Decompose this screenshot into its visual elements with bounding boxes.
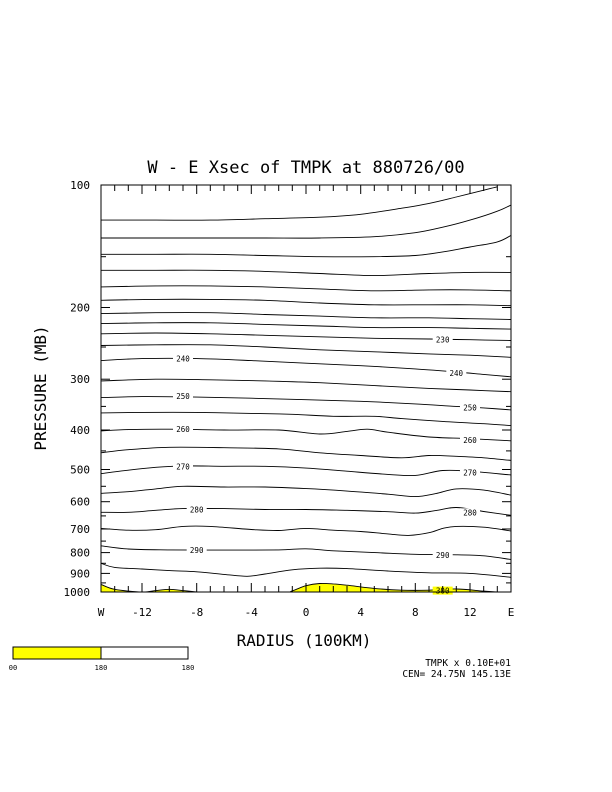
contour-label-bg bbox=[173, 425, 193, 434]
y-tick-labels: 100 200 300 400 500 600 700 800 900 1000 bbox=[64, 179, 91, 599]
x-tick-label: E bbox=[508, 606, 515, 619]
contour-label: 280 bbox=[190, 506, 204, 515]
contour-line-295 bbox=[101, 562, 511, 578]
contour-line-235 bbox=[101, 344, 511, 358]
x-tick-label: 4 bbox=[357, 606, 364, 619]
contour-label: 280 bbox=[463, 508, 477, 517]
colorbar-label-mid: 180 bbox=[95, 664, 108, 672]
contour-line-285 bbox=[101, 525, 511, 536]
x-tick-label: W bbox=[98, 606, 105, 619]
contour-line-245 bbox=[101, 378, 511, 393]
contour-lines bbox=[101, 186, 511, 592]
plot-frame bbox=[100, 184, 512, 593]
contour-label-bg bbox=[173, 392, 193, 400]
x-tick-label: 12 bbox=[463, 606, 476, 619]
colorbar-label-right: 180 bbox=[182, 664, 195, 672]
shaded-region bbox=[101, 583, 498, 592]
contour-line-255 bbox=[101, 411, 511, 427]
footer-scale-text: TMPK x 0.10E+01 bbox=[425, 658, 511, 669]
contour-line-220 bbox=[101, 312, 511, 320]
contour-label: 260 bbox=[176, 425, 190, 434]
x-axis-label: RADIUS (100KM) bbox=[237, 631, 372, 650]
contour-label: 290 bbox=[436, 551, 450, 560]
contour-line-205 bbox=[101, 269, 511, 277]
contour-label-bg bbox=[460, 403, 480, 412]
x-tick-labels: W -12 -8 -4 0 4 8 12 E bbox=[98, 606, 515, 619]
contour-line-195 bbox=[101, 204, 511, 239]
contour-line-290 bbox=[101, 545, 511, 560]
y-tick-label: 100 bbox=[70, 179, 90, 192]
contour-line-190 bbox=[101, 186, 498, 221]
y-tick-label: 700 bbox=[70, 523, 90, 536]
y-tick-label: 1000 bbox=[64, 586, 91, 599]
contour-label: 290 bbox=[190, 546, 204, 555]
x-tick-label: -8 bbox=[190, 606, 203, 619]
contour-label-bg bbox=[173, 462, 193, 471]
contour-label-bg bbox=[446, 369, 467, 378]
contour-label: 250 bbox=[176, 392, 190, 401]
contour-label-bg bbox=[173, 354, 193, 363]
contour-line-200 bbox=[101, 234, 511, 258]
x-tick-label: 0 bbox=[303, 606, 310, 619]
y-axis-label: PRESSURE (MB) bbox=[31, 325, 50, 450]
colorbar-empty bbox=[100, 646, 189, 660]
y-tick-label: 800 bbox=[70, 547, 90, 560]
contour-line-210 bbox=[101, 285, 511, 292]
y-tick-label: 900 bbox=[70, 567, 90, 580]
contour-label: 270 bbox=[176, 463, 190, 472]
contour-label: 250 bbox=[463, 403, 477, 412]
contour-label: 260 bbox=[463, 436, 477, 445]
contour-label-bg bbox=[460, 508, 480, 517]
footer-center-text: CEN= 24.75N 145.13E bbox=[402, 669, 511, 680]
x-tick-label: -12 bbox=[132, 606, 152, 619]
x-tick-label: -4 bbox=[245, 606, 259, 619]
contour-line-215 bbox=[101, 298, 511, 307]
colorbar: 00 180 180 bbox=[9, 646, 195, 672]
contour-line-265 bbox=[101, 446, 511, 461]
y-tick-label: 200 bbox=[70, 302, 90, 315]
contour-line-230 bbox=[101, 332, 511, 341]
colorbar-filled bbox=[12, 646, 102, 660]
contour-label-bg bbox=[186, 505, 207, 514]
contour-label: 240 bbox=[176, 355, 190, 364]
contour-label: 240 bbox=[450, 369, 464, 378]
contour-line-240 bbox=[101, 357, 511, 378]
y-tick-label: 300 bbox=[70, 373, 90, 386]
contour-line-280 bbox=[101, 507, 511, 516]
axis-ticks bbox=[100, 184, 512, 593]
y-tick-label: 400 bbox=[70, 424, 90, 437]
chart-title: W - E Xsec of TMPK at 880726/00 bbox=[147, 158, 464, 178]
contour-label: 270 bbox=[463, 468, 477, 477]
contour-line-225 bbox=[101, 322, 511, 330]
contour-line-250 bbox=[101, 396, 511, 411]
y-tick-label: 600 bbox=[70, 496, 90, 509]
contour-label-bg bbox=[432, 550, 453, 559]
contour-label-bg bbox=[460, 468, 480, 477]
contour-label-bg bbox=[186, 545, 207, 554]
colorbar-label-left: 00 bbox=[9, 664, 17, 672]
y-tick-label: 500 bbox=[70, 464, 90, 477]
contour-label-bg bbox=[460, 435, 480, 444]
contour-line-275 bbox=[101, 485, 511, 498]
x-tick-label: 8 bbox=[412, 606, 419, 619]
contour-line-260 bbox=[101, 428, 511, 442]
shaded-fill-300 bbox=[101, 583, 498, 592]
contour-label: 230 bbox=[436, 336, 450, 345]
contour-line-270 bbox=[101, 465, 511, 477]
contour-label-bg bbox=[432, 335, 453, 344]
